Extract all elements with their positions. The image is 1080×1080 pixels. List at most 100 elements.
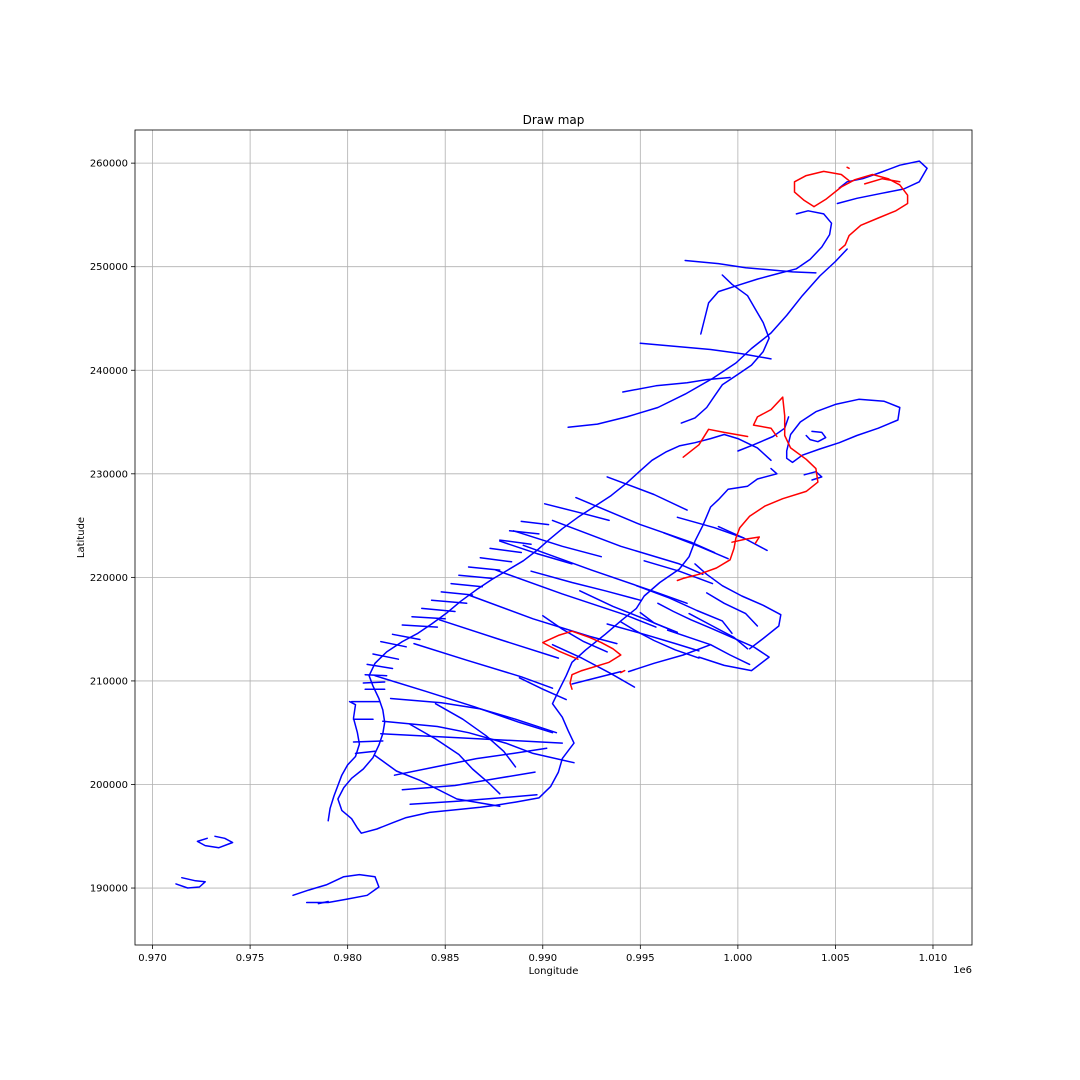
blue-boundary-line: [292, 873, 380, 904]
grid: [135, 130, 972, 945]
blue-boundary-line: [785, 398, 901, 464]
blue-boundary-line: [440, 591, 474, 596]
blue-boundary-line: [643, 560, 714, 585]
blue-boundary-line: [522, 544, 688, 605]
blue-boundary-line: [520, 520, 550, 526]
x-tick-label: 0.985: [431, 953, 460, 964]
chart-title: Draw map: [523, 113, 585, 127]
blue-boundary-line: [606, 476, 688, 511]
x-tick-label: 0.990: [528, 953, 557, 964]
blue-boundary-line: [364, 673, 388, 677]
y-tick-label: 190000: [90, 884, 128, 895]
blue-boundary-line: [366, 663, 394, 670]
x-tick-label: 0.975: [236, 953, 265, 964]
blue-boundary-line: [622, 376, 731, 393]
blue-boundary-line: [382, 720, 575, 764]
blue-boundary-line: [571, 670, 622, 685]
x-tick-label: 0.995: [626, 953, 655, 964]
x-tick-label: 0.980: [333, 953, 362, 964]
blue-boundary-line: [411, 615, 446, 620]
blue-boundary-line: [635, 584, 733, 635]
blue-boundary-line: [409, 794, 538, 805]
y-tick-label: 230000: [90, 469, 128, 480]
blue-boundary-line: [620, 621, 700, 659]
blue-boundary-line: [639, 611, 679, 634]
red-boundary-line: [569, 669, 583, 690]
blue-boundary-line: [393, 747, 548, 776]
blue-boundary-line: [606, 623, 700, 652]
red-boundary-line: [542, 630, 622, 672]
blue-boundary-line: [479, 556, 513, 563]
blue-boundary-line: [551, 519, 704, 576]
blue-boundary-line: [327, 700, 361, 822]
blue-boundary-line: [684, 259, 817, 274]
blue-boundary-line: [662, 532, 729, 560]
blue-boundary-line: [518, 677, 567, 701]
blue-boundary-line: [543, 503, 610, 522]
x-tick-label: 1.010: [919, 953, 948, 964]
x-tick-label: 1.000: [724, 953, 753, 964]
blue-boundary-line: [372, 653, 400, 660]
map-boundaries: [175, 160, 928, 905]
blue-boundary-line: [317, 900, 329, 905]
y-axis-ticks: 190000 200000 210000 220000 230000 240000 2500…: [90, 159, 135, 895]
blue-boundary-line: [499, 540, 573, 565]
y-tick-label: 210000: [90, 676, 128, 687]
blue-boundary-line: [639, 342, 772, 360]
y-tick-label: 240000: [90, 366, 128, 377]
blue-boundary-line: [694, 563, 782, 650]
blue-boundary-line: [175, 876, 206, 889]
blue-boundary-line: [362, 681, 386, 684]
blue-boundary-line: [354, 750, 376, 755]
blue-boundary-line: [421, 607, 456, 613]
x-axis-offset-label: 1e6: [953, 965, 972, 976]
blue-boundary-line: [391, 633, 421, 641]
blue-boundary-line: [737, 416, 790, 452]
blue-boundary-line: [499, 539, 532, 545]
blue-boundary-line: [657, 602, 770, 672]
red-boundary-line: [846, 166, 850, 170]
y-tick-label: 260000: [90, 159, 128, 170]
blue-boundary-line: [337, 433, 778, 834]
red-boundary-line: [620, 669, 626, 674]
blue-boundary-line: [401, 771, 536, 791]
blue-boundary-line: [805, 430, 827, 443]
blue-boundary-line: [409, 723, 501, 795]
x-axis-title: Longitude: [529, 966, 579, 977]
blue-boundary-line: [688, 612, 749, 650]
red-boundary-line: [682, 428, 749, 458]
blue-boundary-line: [700, 210, 833, 335]
blue-boundary-line: [438, 619, 560, 659]
blue-boundary-line: [401, 624, 439, 628]
x-axis-ticks: 0.970 0.975 0.980 0.985 0.990 0.995 1.000 1.005…: [138, 945, 947, 964]
blue-boundary-line: [374, 674, 554, 734]
blue-boundary-line: [352, 740, 384, 743]
blue-boundary-line: [458, 574, 493, 580]
blue-boundary-line: [705, 592, 759, 627]
red-boundary-line: [731, 536, 761, 544]
blue-boundary-line: [413, 642, 554, 689]
blue-boundary-line: [836, 160, 928, 205]
blue-boundary-line: [380, 640, 407, 648]
blue-boundary-line: [430, 599, 468, 605]
blue-boundary-line: [680, 274, 770, 424]
red-boundary-line: [793, 170, 850, 208]
blue-boundary-line: [676, 516, 745, 539]
blue-boundary-line: [196, 835, 234, 849]
red-boundary-line: [676, 396, 819, 582]
blue-boundary-line: [467, 566, 501, 571]
plot-frame: [134, 129, 973, 946]
blue-boundary-line: [374, 754, 501, 807]
blue-boundary-line: [542, 614, 608, 653]
red-boundary-line: [863, 177, 901, 185]
red-boundary-line: [752, 396, 784, 438]
y-axis-title: Latitude: [76, 517, 87, 558]
x-tick-label: 1.005: [821, 953, 850, 964]
blue-boundary-line: [434, 702, 517, 768]
x-tick-label: 0.970: [138, 953, 167, 964]
y-tick-label: 200000: [90, 780, 128, 791]
blue-boundary-line: [450, 582, 484, 588]
blue-boundary-line: [489, 547, 523, 554]
blue-boundary-line: [530, 570, 642, 601]
